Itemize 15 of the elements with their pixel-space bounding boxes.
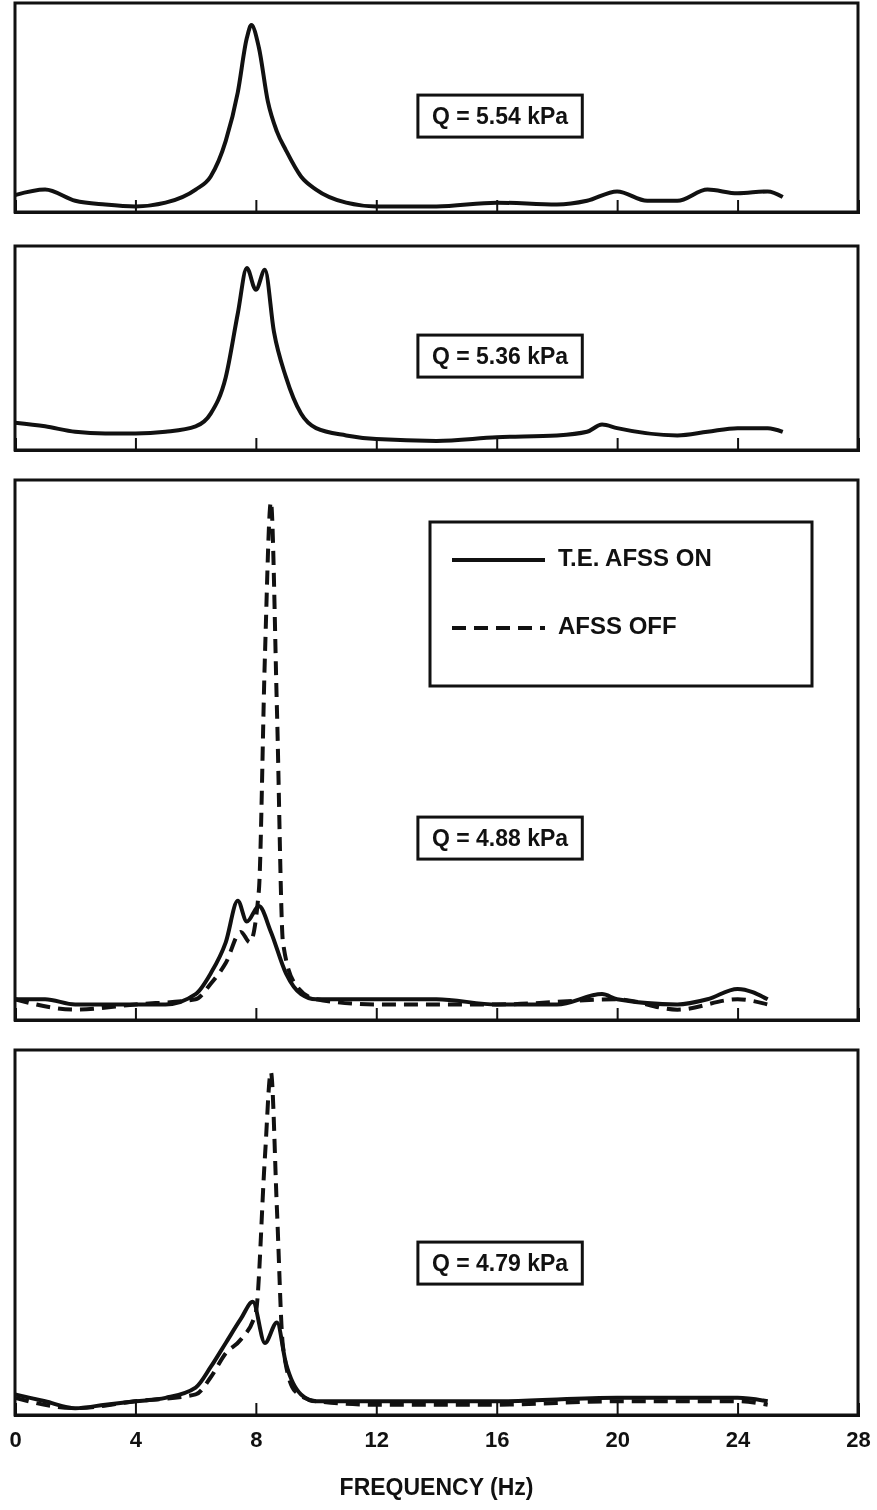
- annotation: Q = 5.54 kPa: [431, 103, 569, 130]
- x-tick-label: 28: [846, 1426, 871, 1452]
- x-tick-label: 4: [129, 1426, 143, 1452]
- legend-label: AFSS OFF: [558, 612, 677, 640]
- x-tick-label: 12: [364, 1426, 390, 1452]
- x-tick-label: 16: [484, 1426, 510, 1452]
- x-tick-label: 24: [725, 1426, 752, 1452]
- x-tick-label: 20: [605, 1426, 630, 1452]
- annotation: Q = 4.79 kPa: [431, 1250, 569, 1277]
- x-tick-label: 0: [9, 1426, 22, 1452]
- annotation: Q = 5.36 kPa: [431, 343, 569, 370]
- annotation: Q = 4.88 kPa: [431, 825, 569, 852]
- x-tick-label: 8: [250, 1426, 263, 1452]
- x-axis-title: FREQUENCY (Hz): [339, 1474, 534, 1500]
- legend-label: T.E. AFSS ON: [558, 544, 712, 572]
